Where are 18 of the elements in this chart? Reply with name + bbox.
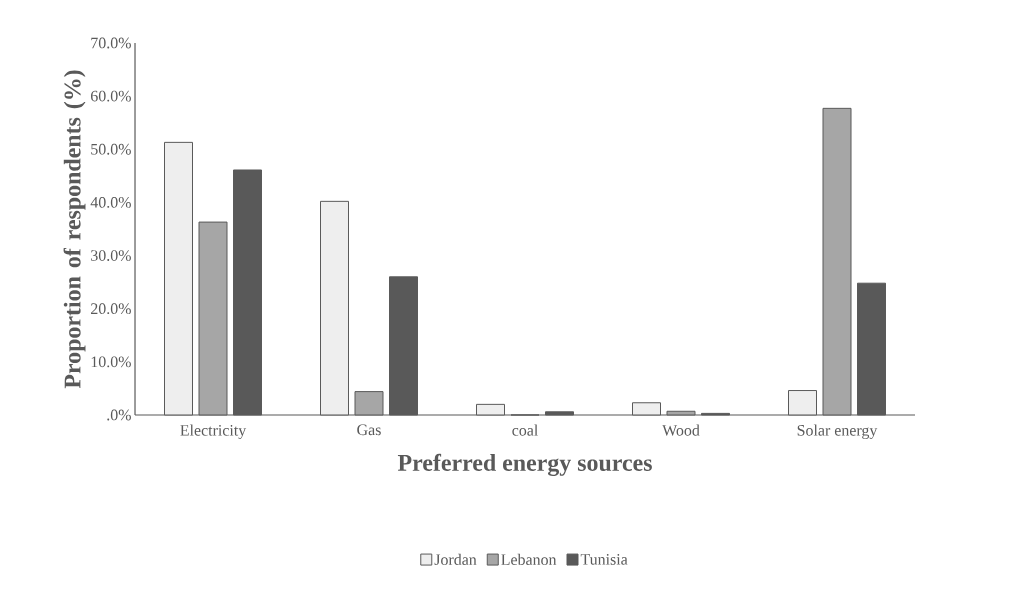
x-tick-label: Wood xyxy=(662,424,700,436)
y-tick-label: .0% xyxy=(107,409,131,421)
y-tick-label: 50.0% xyxy=(91,143,131,155)
y-tick-label: 40.0% xyxy=(90,197,131,208)
x-tick-label: coal xyxy=(512,424,538,436)
y-axis-title: Proportion of respondents (%) xyxy=(63,70,86,389)
y-tick-label: 20.0% xyxy=(91,303,131,315)
x-axis-title: Preferred energy sources xyxy=(397,453,652,476)
legend-label: Lebanon xyxy=(501,553,557,565)
y-tick-label: 60.0% xyxy=(91,90,131,102)
y-tick-label: 10.0% xyxy=(91,356,131,368)
x-tick-label: Solar energy xyxy=(797,424,878,439)
y-tick-label: 70.0% xyxy=(91,37,131,49)
x-tick-label: Gas xyxy=(357,424,381,436)
x-tick-label: Electricity xyxy=(180,424,247,439)
legend-label: Tunisia xyxy=(580,554,628,565)
legend-label: Jordan xyxy=(434,553,477,565)
y-tick-label: 30.0% xyxy=(91,250,131,261)
